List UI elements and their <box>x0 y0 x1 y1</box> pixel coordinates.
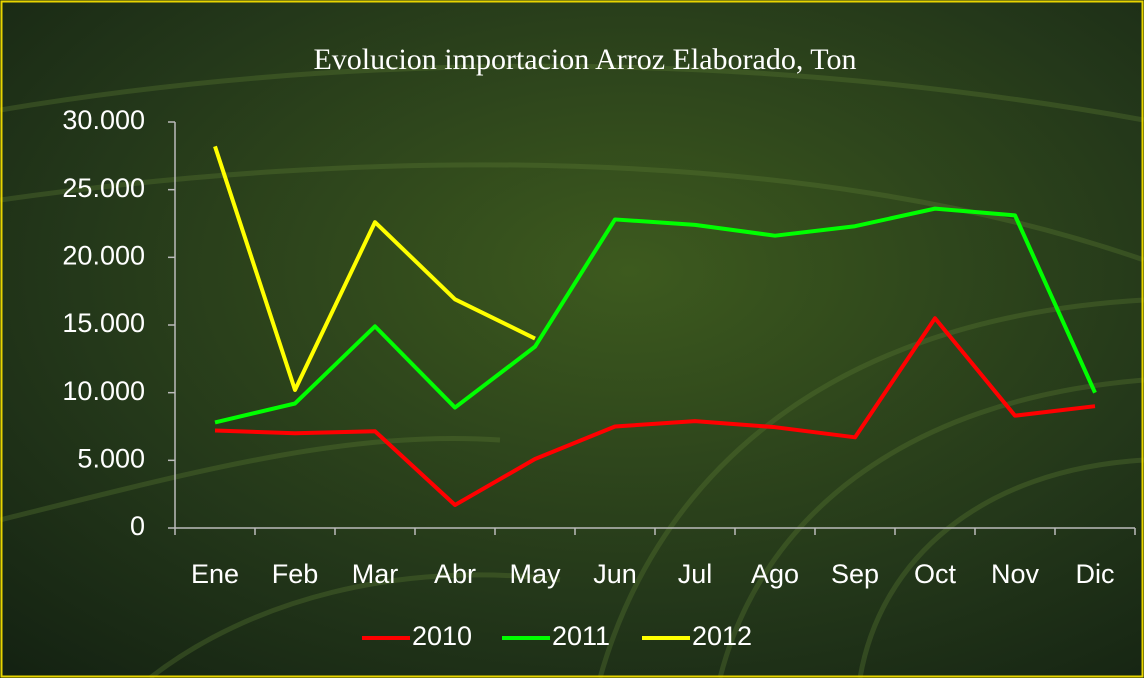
y-tick-label: 10.000 <box>62 376 145 406</box>
x-tick-label: Ago <box>751 559 799 589</box>
x-tick-label: Feb <box>272 559 319 589</box>
chart: Evolucion importacion Arroz Elaborado, T… <box>0 0 1144 678</box>
x-tick-label: Dic <box>1076 559 1115 589</box>
x-tick-label: Jul <box>678 559 713 589</box>
x-tick-label: May <box>509 559 561 589</box>
legend-label: 2012 <box>692 621 752 651</box>
background <box>0 0 1144 678</box>
y-tick-label: 25.000 <box>62 173 145 203</box>
legend-label: 2010 <box>412 621 472 651</box>
x-tick-label: Jun <box>593 559 637 589</box>
y-tick-label: 5.000 <box>77 443 145 473</box>
chart-title: Evolucion importacion Arroz Elaborado, T… <box>313 43 856 76</box>
x-tick-label: Nov <box>991 559 1040 589</box>
y-tick-label: 0 <box>130 511 145 541</box>
y-tick-label: 20.000 <box>62 240 145 270</box>
x-tick-label: Oct <box>914 559 957 589</box>
y-tick-label: 15.000 <box>62 308 145 338</box>
x-tick-label: Sep <box>831 559 879 589</box>
x-tick-label: Mar <box>352 559 399 589</box>
x-tick-label: Ene <box>191 559 239 589</box>
legend-label: 2011 <box>552 621 610 651</box>
x-tick-label: Abr <box>434 559 476 589</box>
y-tick-label: 30.000 <box>62 105 145 135</box>
